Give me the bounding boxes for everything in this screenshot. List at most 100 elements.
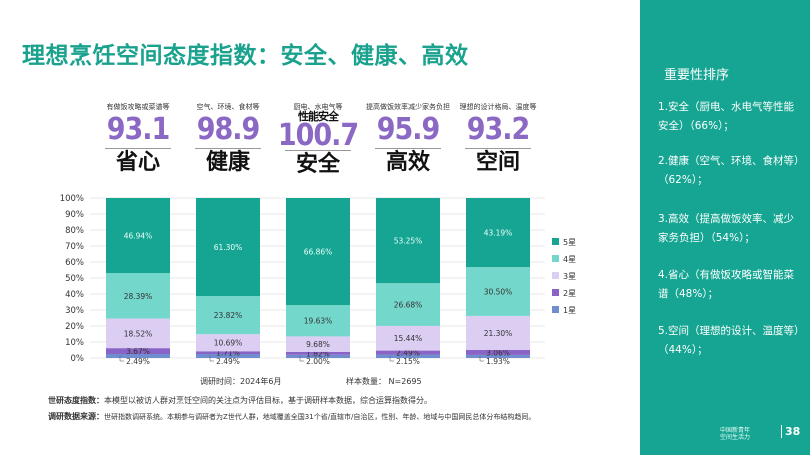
category-divider: [465, 148, 531, 149]
category-name: 省心: [115, 150, 160, 175]
bar-segment: [376, 197, 440, 284]
bar-segment: [196, 296, 260, 335]
data-label: 21.30%: [484, 329, 513, 338]
category-note: 空气、环境、食材等: [196, 103, 260, 111]
source-note-text: 世研指数调研系统。本期参与调研者为Z世代人群，地域覆盖全国31个省/直辖市/自治…: [104, 413, 536, 421]
panel-item-1: 1.安全（厨电、水电气等性能安全）（66%）；: [658, 101, 795, 132]
y-tick-label: 40%: [65, 290, 84, 300]
legend-label: 3星: [563, 272, 576, 281]
data-label: 2.00%: [306, 357, 330, 366]
data-label: 18.52%: [124, 329, 153, 338]
category-note: 提高做饭效率减少家务负担: [366, 103, 450, 111]
bar-segment: [196, 354, 260, 358]
category-note: 厨电、水电气等: [273, 92, 363, 112]
bar-segment: [376, 325, 440, 351]
index-note: 世研态度指数：本模型以被访人群对烹饪空间的关注点为评估目标，基于调研样本数据，综…: [48, 395, 432, 406]
data-label: 10.69%: [214, 339, 243, 348]
data-label: 28.39%: [124, 292, 153, 301]
source-note-label: 调研数据来源：: [48, 412, 104, 421]
bar-segment: [466, 354, 530, 358]
y-tick-label: 0%: [71, 354, 85, 364]
index-note-label: 世研态度指数：: [48, 396, 104, 405]
category-divider: [105, 148, 171, 149]
data-label: 2.49%: [126, 357, 150, 366]
data-label: 15.44%: [394, 334, 423, 343]
category-note-2: 性能安全: [298, 110, 339, 123]
bar-segment: [196, 334, 260, 352]
category-header-1: 有做饭攻略或菜谱等 93.1 省心: [93, 92, 183, 177]
data-label: 30.50%: [484, 288, 513, 297]
data-label: 46.94%: [124, 232, 153, 241]
bar-segment: [106, 273, 170, 319]
survey-time: 调研时间：2024年6月: [200, 377, 282, 386]
y-tick-label: 90%: [65, 210, 84, 220]
brand-logo: 中国新青年 空间生活力: [720, 427, 750, 441]
bar-segment: [466, 315, 530, 351]
bar-segment: [106, 348, 170, 355]
brand-line-1: 中国新青年: [720, 427, 751, 434]
category-divider: [195, 148, 261, 149]
panel-title: 重要性排序: [664, 68, 730, 83]
category-header-2: 空气、环境、食材等 98.9 健康: [183, 92, 273, 177]
category-name: 空间: [475, 150, 520, 175]
category-note-line: 厨电、水电气等: [293, 103, 343, 111]
data-label: 61.30%: [214, 243, 243, 252]
category-divider: [285, 150, 351, 151]
y-tick-label: 60%: [65, 258, 84, 268]
panel-item-5: 5.空间（理想的设计、温度等）（44%）；: [658, 325, 800, 356]
y-tick-label: 10%: [65, 338, 84, 348]
category-header-4: 提高做饭效率减少家务负担 95.9 高效: [363, 92, 453, 177]
data-label: 2.49%: [216, 357, 240, 366]
category-score: 98.9: [196, 112, 261, 147]
data-label: 1.82%: [306, 349, 330, 358]
data-label: 1.93%: [486, 357, 510, 366]
legend-label: 5星: [563, 238, 576, 247]
category-score: 93.2: [466, 112, 531, 147]
bar-segment: [466, 198, 530, 268]
bar-segment: [286, 304, 350, 337]
category-score: 93.1: [106, 112, 171, 147]
bar-segment: [196, 351, 260, 355]
data-label: 26.68%: [394, 301, 423, 310]
bar-segment: [376, 354, 440, 358]
brand-line-2: 空间生活力: [720, 434, 751, 441]
y-tick-label: 20%: [65, 322, 84, 332]
category-divider: [375, 148, 441, 149]
index-note-text: 本模型以被访人群对烹饪空间的关注点为评估目标，基于调研样本数据，综合运算指数得分…: [104, 396, 432, 405]
bar-segment: [376, 283, 440, 326]
bar-segment: [196, 197, 260, 297]
category-name: 安全: [295, 152, 340, 177]
importance-panel: 重要性排序 1.安全（厨电、水电气等性能安全）（66%）； 2.健康（空气、环境…: [640, 0, 810, 455]
legend-swatch: [552, 272, 559, 279]
bar-segment: [106, 354, 170, 358]
bar-segment: [286, 198, 350, 305]
category-header-3: 厨电、水电气等 性能安全 100.7 安全: [273, 92, 363, 179]
bar-segment: [106, 318, 170, 349]
legend-label: 4星: [563, 255, 576, 264]
y-tick-label: 50%: [65, 274, 84, 284]
legend-label: 1星: [563, 306, 576, 315]
category-note: 有做饭攻略或菜谱等: [106, 103, 170, 111]
data-label: 1.71%: [216, 349, 240, 358]
category-note: 理想的设计格局、温度等: [459, 103, 537, 111]
data-label: 19.63%: [304, 317, 333, 326]
stacked-bar-chart: 0%10%20%30%40%50%60%70%80%90%100%2.49%3.…: [60, 194, 576, 366]
bar-segment: [376, 350, 440, 355]
category-name: 高效: [385, 150, 430, 175]
y-tick-label: 100%: [60, 194, 84, 204]
y-tick-label: 80%: [65, 226, 84, 236]
bar-segment: [286, 336, 350, 352]
data-label: 2.15%: [396, 357, 420, 366]
panel-item-3: 3.高效（提高做饭效率、减少家务负担）（54%）；: [658, 213, 795, 244]
category-score: 95.9: [376, 112, 441, 147]
legend-label: 2星: [563, 289, 576, 298]
legend-swatch: [552, 255, 559, 262]
panel-item-4: 4.省心（有做饭攻略或智能菜谱（48%）；: [658, 269, 795, 300]
bar-segment: [286, 354, 350, 358]
category-header-5: 理想的设计格局、温度等 93.2 空间: [453, 92, 543, 177]
data-label: 66.86%: [304, 248, 333, 257]
category-name: 健康: [205, 150, 250, 175]
data-label: 23.82%: [214, 311, 243, 320]
y-tick-label: 30%: [65, 306, 84, 316]
data-label: 43.19%: [484, 229, 513, 238]
